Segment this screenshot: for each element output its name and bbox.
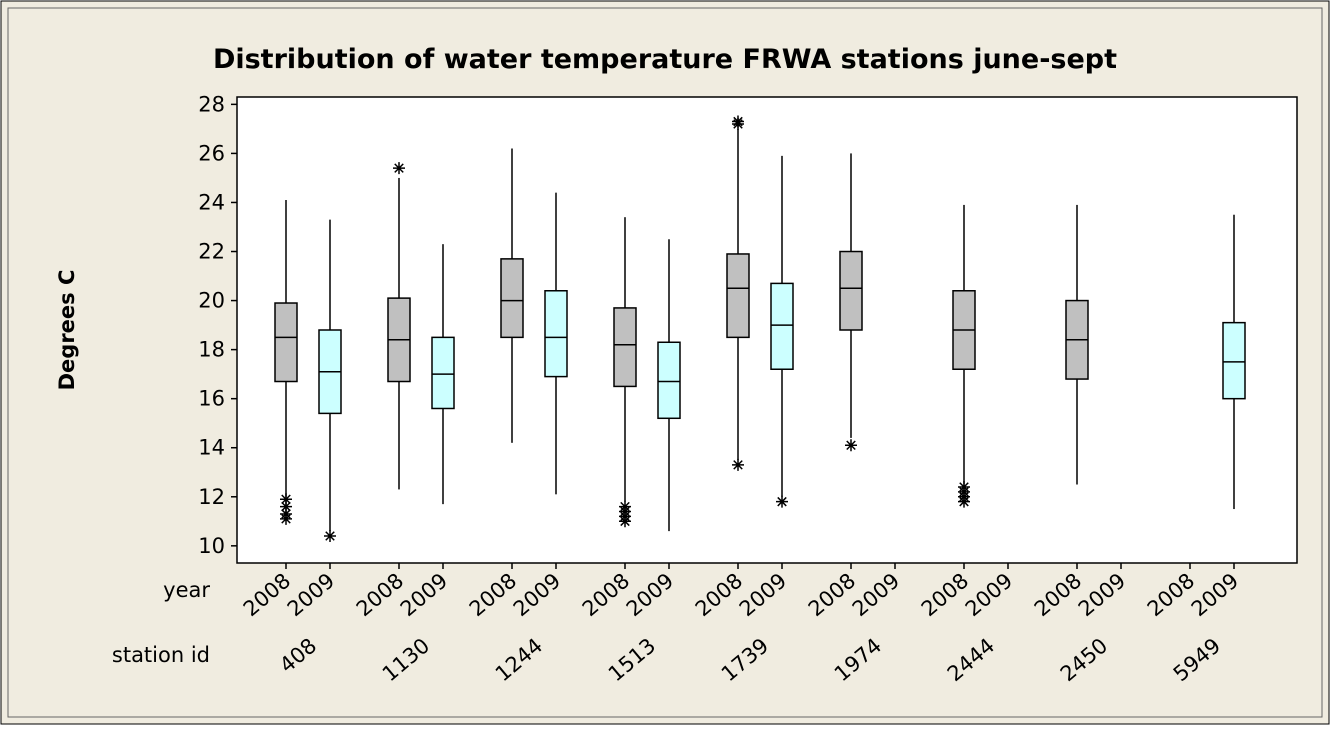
outlier bbox=[393, 162, 405, 175]
y-tick-label: 28 bbox=[198, 92, 225, 116]
y-tick-label: 14 bbox=[198, 436, 225, 460]
y-tick-label: 16 bbox=[198, 387, 225, 411]
box bbox=[274, 302, 298, 383]
y-tick-label: 20 bbox=[198, 289, 225, 313]
outlier bbox=[845, 439, 857, 452]
y-tick-label: 18 bbox=[198, 338, 225, 362]
year-row-label: year bbox=[163, 578, 210, 602]
box bbox=[770, 282, 794, 370]
frame bbox=[7, 7, 1323, 718]
y-tick-label: 24 bbox=[198, 190, 225, 214]
outlier bbox=[776, 495, 788, 508]
y-tick-label: 12 bbox=[198, 485, 225, 509]
chart-title: Distribution of water temperature FRWA s… bbox=[213, 44, 1117, 75]
box bbox=[613, 307, 637, 388]
outlier bbox=[732, 458, 744, 471]
y-tick-label: 10 bbox=[198, 534, 225, 558]
outlier bbox=[280, 512, 292, 525]
box bbox=[657, 341, 681, 420]
station-row-label: station id bbox=[112, 643, 210, 667]
box bbox=[431, 336, 455, 410]
plot-area bbox=[236, 96, 1298, 564]
box bbox=[500, 258, 524, 339]
y-tick-label: 22 bbox=[198, 240, 225, 264]
outlier bbox=[280, 500, 292, 513]
box bbox=[1222, 321, 1246, 400]
outlier bbox=[280, 493, 292, 506]
y-axis-label: Degrees C bbox=[55, 270, 79, 391]
outlier bbox=[324, 530, 336, 543]
y-tick-label: 26 bbox=[198, 141, 225, 165]
box bbox=[726, 253, 750, 339]
box bbox=[839, 250, 863, 331]
outlier bbox=[958, 495, 970, 508]
outlier bbox=[732, 115, 744, 128]
box bbox=[544, 290, 568, 378]
outlier bbox=[619, 515, 631, 528]
